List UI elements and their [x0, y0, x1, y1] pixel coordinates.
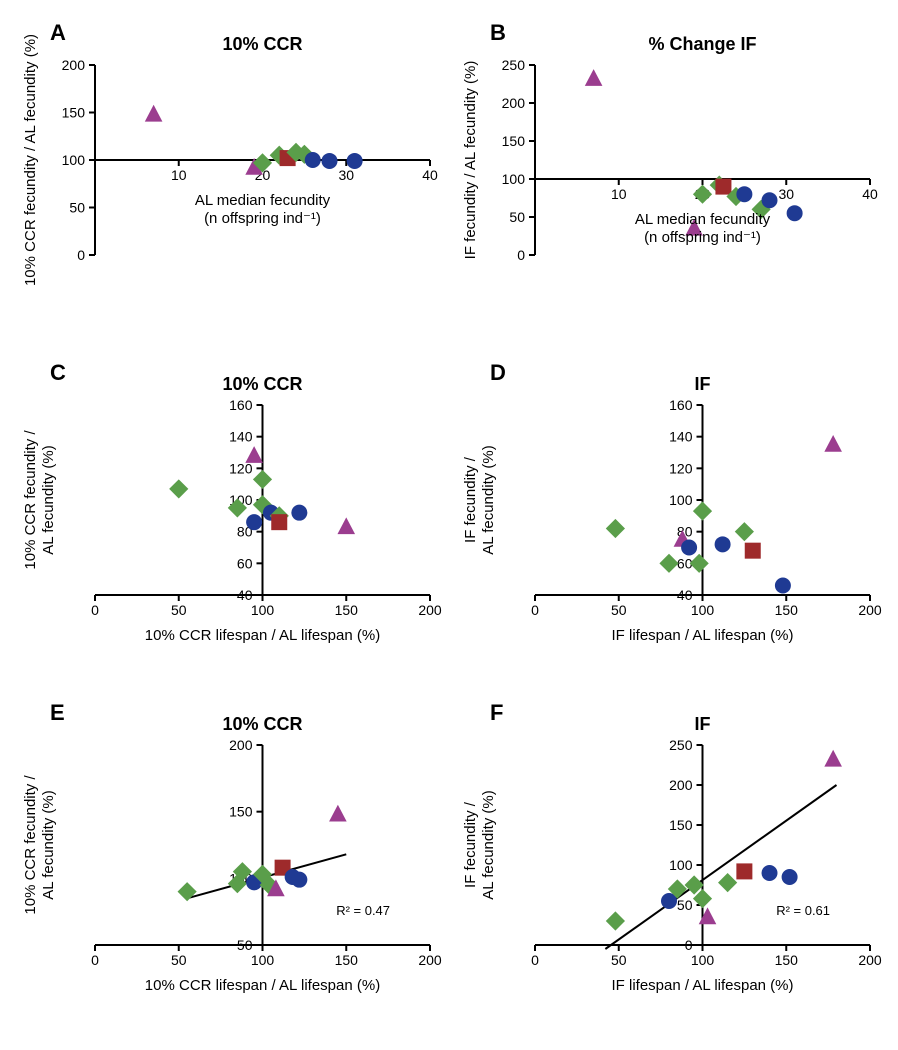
svg-text:10% CCR: 10% CCR — [222, 34, 302, 54]
svg-text:140: 140 — [669, 429, 693, 445]
svg-text:0: 0 — [517, 247, 525, 263]
svg-text:10% CCR fecundity /: 10% CCR fecundity / — [22, 775, 39, 915]
svg-text:AL fecundity (%): AL fecundity (%) — [40, 445, 57, 555]
svg-text:50: 50 — [509, 209, 525, 225]
svg-text:30: 30 — [338, 167, 354, 183]
svg-text:0: 0 — [531, 952, 539, 968]
svg-text:50: 50 — [69, 200, 85, 216]
svg-text:100: 100 — [691, 952, 715, 968]
svg-text:10: 10 — [611, 186, 627, 202]
svg-text:50: 50 — [677, 897, 693, 913]
svg-text:0: 0 — [91, 952, 99, 968]
svg-text:200: 200 — [858, 602, 882, 618]
svg-text:100: 100 — [251, 602, 275, 618]
figure-grid: A10% CCR10203040050100150200AL median fe… — [15, 15, 883, 1015]
svg-text:150: 150 — [229, 804, 253, 820]
svg-text:150: 150 — [335, 952, 359, 968]
svg-text:A: A — [50, 20, 66, 45]
svg-text:0: 0 — [91, 602, 99, 618]
svg-text:200: 200 — [858, 952, 882, 968]
svg-text:160: 160 — [229, 397, 253, 413]
svg-text:100: 100 — [691, 602, 715, 618]
svg-text:IF lifespan / AL lifespan (%): IF lifespan / AL lifespan (%) — [611, 977, 793, 994]
svg-text:200: 200 — [62, 57, 86, 73]
svg-text:100: 100 — [669, 857, 693, 873]
svg-text:10: 10 — [171, 167, 187, 183]
panel-C: C10% CCR05010015020040608010012014016010… — [15, 355, 445, 665]
svg-text:10% CCR fecundity / AL fecundi: 10% CCR fecundity / AL fecundity (%) — [22, 34, 39, 286]
svg-text:10% CCR: 10% CCR — [222, 374, 302, 394]
svg-text:E: E — [50, 700, 65, 725]
svg-text:200: 200 — [418, 602, 442, 618]
svg-text:50: 50 — [237, 937, 253, 953]
svg-text:IF lifespan / AL lifespan (%): IF lifespan / AL lifespan (%) — [611, 627, 793, 644]
svg-text:IF: IF — [695, 714, 711, 734]
panel-A: A10% CCR10203040050100150200AL median fe… — [15, 15, 445, 325]
svg-text:10% CCR lifespan / AL lifespan: 10% CCR lifespan / AL lifespan (%) — [145, 627, 380, 644]
svg-text:R² = 0.61: R² = 0.61 — [776, 903, 830, 918]
panel-E: E10% CCR0501001502005010015020010% CCR l… — [15, 695, 445, 1015]
svg-text:250: 250 — [502, 57, 526, 73]
svg-text:40: 40 — [677, 587, 693, 603]
svg-text:AL fecundity (%): AL fecundity (%) — [480, 790, 497, 900]
svg-text:IF fecundity /: IF fecundity / — [462, 456, 479, 543]
svg-text:100: 100 — [669, 492, 693, 508]
panel-B: B% Change IF10203040050100150200250AL me… — [455, 15, 885, 325]
svg-text:% Change IF: % Change IF — [648, 34, 756, 54]
svg-text:0: 0 — [685, 937, 693, 953]
svg-text:150: 150 — [62, 105, 86, 121]
svg-text:200: 200 — [669, 777, 693, 793]
svg-text:250: 250 — [669, 737, 693, 753]
svg-text:150: 150 — [775, 602, 799, 618]
svg-text:120: 120 — [669, 460, 693, 476]
svg-text:150: 150 — [335, 602, 359, 618]
svg-text:C: C — [50, 360, 66, 385]
svg-text:150: 150 — [775, 952, 799, 968]
panel-F: F IF 0 50 100 150 200 0 50 100 150 200 250 IF lifespa… — [455, 695, 885, 1015]
svg-text:10% CCR lifespan / AL lifespan: 10% CCR lifespan / AL lifespan (%) — [145, 977, 380, 994]
svg-text:10% CCR fecundity /: 10% CCR fecundity / — [22, 430, 39, 570]
svg-text:150: 150 — [502, 133, 526, 149]
svg-text:(n offspring ind⁻¹): (n offspring ind⁻¹) — [644, 229, 761, 246]
svg-text:IF: IF — [695, 374, 711, 394]
svg-text:140: 140 — [229, 429, 253, 445]
panel-D: DIF050100150200406080100120140160IF life… — [455, 355, 885, 665]
svg-text:40: 40 — [237, 587, 253, 603]
svg-text:50: 50 — [171, 602, 187, 618]
svg-text:F: F — [490, 700, 503, 725]
svg-text:100: 100 — [251, 952, 275, 968]
svg-text:50: 50 — [611, 602, 627, 618]
svg-text:AL fecundity (%): AL fecundity (%) — [480, 445, 497, 555]
svg-text:B: B — [490, 20, 506, 45]
svg-text:50: 50 — [611, 952, 627, 968]
svg-text:60: 60 — [237, 555, 253, 571]
svg-text:100: 100 — [502, 171, 526, 187]
svg-text:D: D — [490, 360, 506, 385]
svg-text:IF fecundity / AL fecundity (%: IF fecundity / AL fecundity (%) — [462, 61, 479, 260]
svg-text:150: 150 — [669, 817, 693, 833]
svg-text:160: 160 — [669, 397, 693, 413]
svg-text:100: 100 — [62, 152, 86, 168]
svg-text:40: 40 — [422, 167, 438, 183]
svg-text:AL median fecundity: AL median fecundity — [195, 192, 331, 209]
svg-text:IF fecundity /: IF fecundity / — [462, 801, 479, 888]
svg-text:0: 0 — [531, 602, 539, 618]
svg-text:30: 30 — [778, 186, 794, 202]
svg-text:200: 200 — [418, 952, 442, 968]
svg-text:R² = 0.47: R² = 0.47 — [336, 903, 390, 918]
svg-text:AL median fecundity: AL median fecundity — [635, 211, 771, 228]
svg-text:10% CCR: 10% CCR — [222, 714, 302, 734]
svg-text:AL fecundity (%): AL fecundity (%) — [40, 790, 57, 900]
svg-text:40: 40 — [862, 186, 878, 202]
svg-text:0: 0 — [77, 247, 85, 263]
svg-text:(n offspring ind⁻¹): (n offspring ind⁻¹) — [204, 210, 321, 227]
svg-text:200: 200 — [502, 95, 526, 111]
svg-text:50: 50 — [171, 952, 187, 968]
svg-text:200: 200 — [229, 737, 253, 753]
